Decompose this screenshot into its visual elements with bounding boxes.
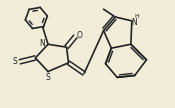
Text: O: O <box>76 31 82 40</box>
Text: H: H <box>134 14 139 19</box>
Text: S: S <box>13 57 17 66</box>
Text: N: N <box>131 18 137 27</box>
Text: S: S <box>46 73 50 82</box>
Text: N: N <box>39 39 45 48</box>
